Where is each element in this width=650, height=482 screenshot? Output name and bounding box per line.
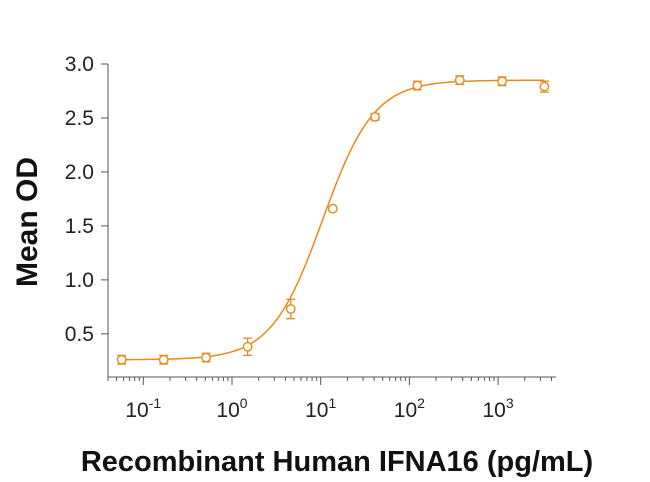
data-point [242, 341, 253, 352]
data-point [285, 304, 296, 314]
data-point [327, 203, 338, 214]
fit-curve [121, 79, 545, 361]
data-point [201, 352, 211, 363]
x-axis-ticks: 10-1 100 101 102 103 [107, 377, 552, 422]
y-tick-label: 0.5 [65, 323, 94, 346]
x-tick-label: 100 [216, 395, 247, 422]
data-point [158, 354, 169, 365]
axes [107, 64, 556, 378]
x-axis-title: Recombinant Human IFNA16 (pg/mL) [81, 446, 593, 478]
fit-curve-layer [121, 79, 545, 361]
y-axis-ticks: 0.5 1.0 1.5 2.0 2.5 3.0 [65, 53, 108, 346]
data-point [497, 76, 508, 87]
x-tick-label: 102 [394, 395, 425, 422]
x-tick-label: 103 [482, 395, 513, 422]
y-tick-label: 2.0 [65, 161, 94, 184]
data-points-layer [116, 75, 550, 365]
y-tick-label: 1.0 [65, 269, 94, 292]
data-point [116, 354, 127, 365]
x-tick-label: 10-1 [125, 395, 161, 422]
y-axis-title: Mean OD [11, 157, 44, 287]
x-tick-label: 101 [305, 395, 336, 422]
data-point [539, 81, 550, 92]
y-tick-label: 2.5 [65, 107, 94, 130]
data-point [454, 75, 465, 86]
y-tick-label: 1.5 [65, 215, 94, 238]
data-point [370, 111, 380, 122]
data-point [412, 80, 423, 91]
y-tick-label: 3.0 [65, 53, 94, 76]
